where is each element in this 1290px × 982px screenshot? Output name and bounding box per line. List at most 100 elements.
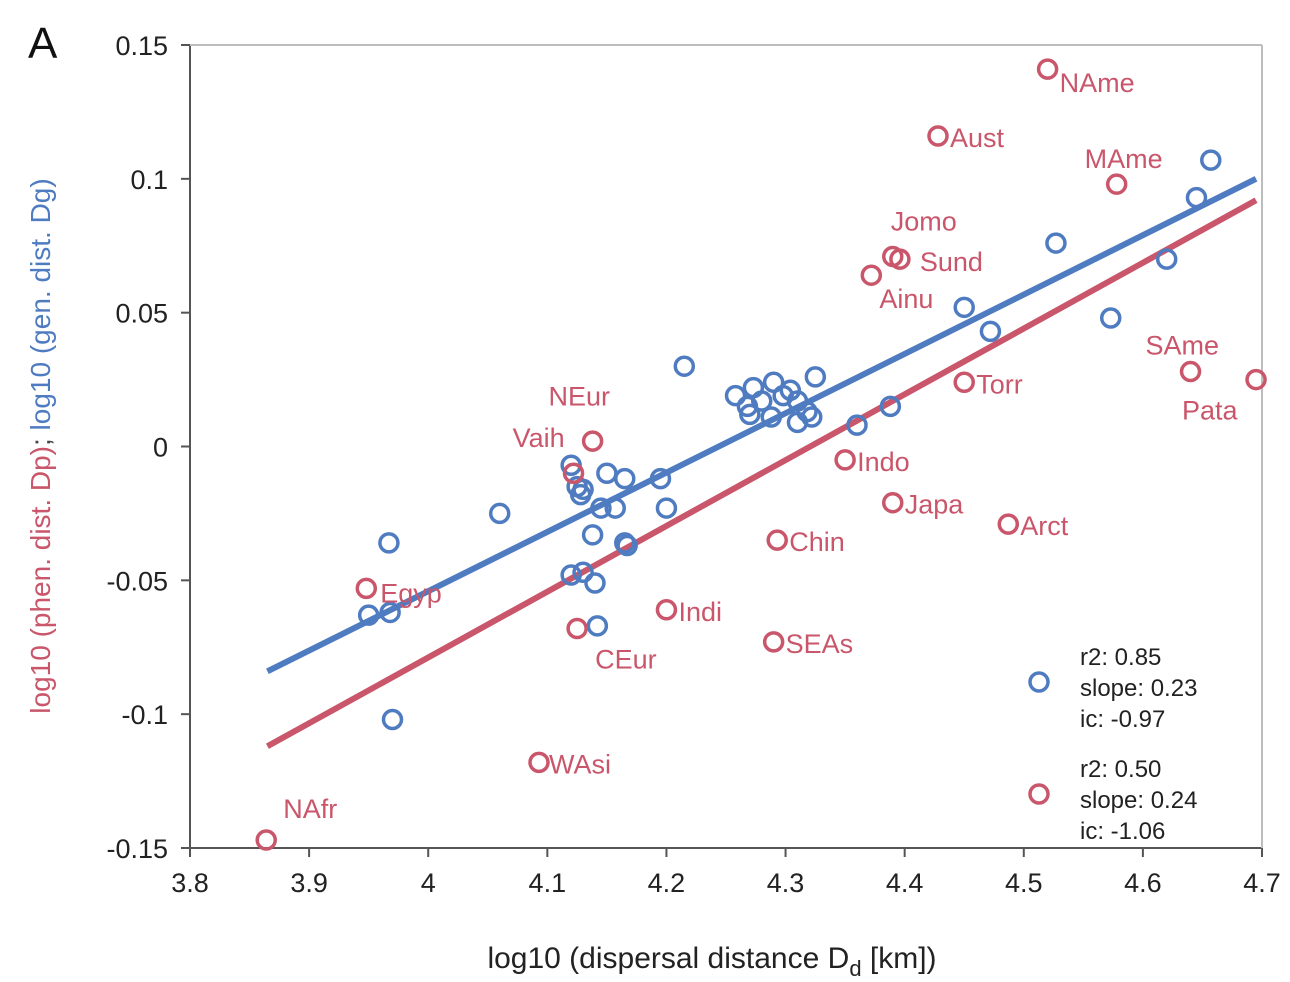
- legend-phenotypic-stat: r2: 0.50: [1080, 756, 1161, 783]
- legend: r2: 0.85 slope: 0.23 ic: -0.97 r2: 0.50 slop…: [1028, 644, 1197, 845]
- population-label: Aust: [950, 123, 1005, 153]
- genetic-point: [804, 366, 827, 388]
- population-label: Indi: [678, 597, 722, 627]
- genetic-point: [724, 384, 747, 407]
- population-label: NEur: [549, 381, 611, 411]
- genetic-point: [1200, 149, 1222, 171]
- phenotypic-distance-points: [255, 58, 1267, 851]
- population-label: Vaih: [513, 423, 565, 453]
- population-labels: NAme Aust MAme Jomo Sund Ainu SAme Pata Torr Vaih…: [283, 68, 1238, 824]
- x-axis-label-subscript: d: [849, 956, 861, 981]
- x-axis-ticks: 3.8 3.9 4 4.1 4.2 4.3 4.4 4.5 4.6 4.7: [171, 848, 1281, 898]
- y-tick-label: -0.05: [106, 566, 168, 596]
- phenotypic-point: [927, 125, 949, 147]
- genetic-fit-line: [266, 176, 1258, 675]
- genetic-point: [1185, 186, 1208, 209]
- y-axis-label: log10 (phen. dist. Dp); log10 (gen. dist…: [25, 178, 56, 713]
- phenotypic-point: [1036, 58, 1059, 80]
- legend-genetic-stat: slope: 0.23: [1080, 675, 1197, 702]
- fit-lines: [265, 176, 1258, 749]
- genetic-point: [616, 534, 638, 557]
- y-axis-ticks: 0.15 0.1 0.05 0 -0.05 -0.1 -0.15: [106, 31, 190, 864]
- legend-phenotypic-stat: slope: 0.24: [1080, 787, 1197, 814]
- genetic-point: [584, 572, 606, 594]
- population-label: Indo: [857, 447, 910, 477]
- phenotypic-point: [581, 430, 604, 452]
- population-label: SEAs: [786, 629, 854, 659]
- genetic-point: [655, 497, 678, 519]
- x-tick-label: 4.3: [767, 868, 805, 898]
- genetic-point: [979, 320, 1002, 343]
- genetic-point: [381, 708, 404, 731]
- y-tick-label: 0.1: [130, 165, 168, 195]
- phenotypic-point: [566, 617, 588, 640]
- genetic-point: [1045, 232, 1067, 254]
- legend-genetic-stat: ic: -0.97: [1080, 706, 1165, 733]
- genetic-point: [569, 483, 592, 506]
- legend-phenotypic-stat: ic: -1.06: [1080, 818, 1165, 845]
- phenotypic-point: [766, 529, 788, 551]
- phenotypic-point: [255, 829, 277, 851]
- x-tick-label: 4: [421, 868, 436, 898]
- genetic-point: [673, 355, 696, 377]
- legend-genetic-marker: [1028, 671, 1050, 693]
- x-tick-label: 4.2: [648, 868, 686, 898]
- genetic-point: [649, 467, 672, 490]
- x-tick-label: 4.7: [1243, 868, 1281, 898]
- genetic-point: [879, 395, 902, 418]
- y-tick-label: 0.15: [115, 31, 168, 61]
- phenotypic-point: [860, 264, 883, 286]
- genetic-point: [1099, 307, 1122, 329]
- population-label: SAme: [1146, 331, 1220, 361]
- genetic-point: [801, 406, 823, 428]
- x-tick-label: 4.6: [1124, 868, 1162, 898]
- x-axis-label-tail: [km]): [862, 942, 937, 975]
- y-tick-label: -0.1: [121, 700, 168, 730]
- y-axis-label-phenotypic: log10 (phen. dist. Dp): [25, 446, 56, 714]
- genetic-point: [379, 601, 401, 624]
- genetic-point: [614, 467, 636, 490]
- population-label: NAme: [1060, 68, 1135, 98]
- phenotypic-point: [997, 513, 1020, 535]
- genetic-point: [760, 406, 783, 428]
- x-axis-label-main: log10 (dispersal distance D: [487, 942, 849, 975]
- genetic-point: [846, 414, 868, 436]
- legend-genetic-stat: r2: 0.85: [1080, 644, 1161, 671]
- x-tick-label: 4.5: [1005, 868, 1043, 898]
- phenotypic-point: [1245, 368, 1267, 391]
- population-label: Sund: [920, 247, 983, 277]
- population-label: NAfr: [283, 794, 337, 824]
- phenotypic-point: [355, 577, 378, 600]
- population-label: Torr: [976, 369, 1023, 399]
- genetic-point: [596, 462, 618, 485]
- population-label: Ainu: [879, 284, 933, 314]
- x-tick-label: 3.9: [290, 868, 328, 898]
- population-label: Chin: [789, 527, 845, 557]
- x-axis-label: log10 (dispersal distance Dd [km]): [487, 942, 936, 981]
- phenotypic-point: [528, 751, 550, 774]
- genetic-point: [488, 502, 511, 525]
- genetic-point: [590, 497, 612, 519]
- phenotypic-fit-line: [265, 197, 1258, 749]
- genetic-point: [572, 561, 594, 584]
- y-axis-label-separator: ;: [25, 430, 56, 446]
- population-label: WAsi: [549, 749, 611, 779]
- phenotypic-point: [1179, 360, 1202, 383]
- genetic-point: [378, 532, 400, 554]
- genetic-point: [604, 497, 626, 519]
- population-label: Japa: [905, 490, 965, 520]
- x-tick-label: 4.1: [529, 868, 567, 898]
- population-label: Pata: [1182, 396, 1239, 426]
- genetic-point: [750, 390, 773, 412]
- population-label: Jomo: [891, 206, 957, 236]
- phenotypic-point: [655, 599, 678, 621]
- y-axis-label-genetic: log10 (gen. dist. Dg): [25, 178, 56, 430]
- x-tick-label: 3.8: [171, 868, 209, 898]
- population-label: Arct: [1020, 511, 1069, 541]
- genetic-point: [1155, 248, 1178, 270]
- population-label: Egyp: [380, 578, 442, 608]
- population-label: MAme: [1085, 144, 1163, 174]
- genetic-point: [357, 604, 380, 626]
- y-tick-label: 0.05: [115, 299, 168, 329]
